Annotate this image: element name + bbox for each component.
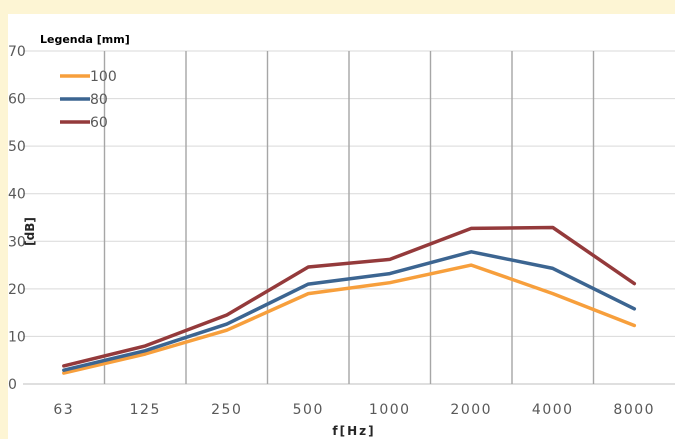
legend-title: Legenda [mm]: [40, 33, 130, 46]
y-tick-label: 10: [8, 329, 26, 345]
x-axis-title: f[Hz]: [332, 424, 375, 438]
x-tick-label: 2000: [450, 402, 492, 418]
y-tick-label: 0: [8, 377, 17, 393]
x-tick-label: 8000: [613, 402, 655, 418]
x-tick-label: 1000: [369, 402, 411, 418]
x-tick-label: 250: [211, 402, 242, 418]
y-tick-label: 60: [8, 92, 26, 108]
y-axis-title: [dB]: [23, 217, 37, 246]
x-tick-label: 125: [130, 402, 161, 418]
y-axis-tick-labels: 0 10 20 30 40 50 60 70: [8, 44, 26, 393]
legend: Legenda [mm] 100 80 60: [40, 33, 130, 131]
y-tick-label: 40: [8, 187, 26, 203]
series-line-60: [62, 225, 637, 368]
series-line-100: [62, 263, 637, 375]
legend-items: 100 80 60: [60, 69, 117, 131]
legend-label-80: 80: [90, 92, 108, 108]
x-axis-tick-labels: 63 125 250 500 1000 2000 4000 8000: [53, 402, 655, 418]
y-tick-label: 20: [8, 282, 26, 298]
chart-panel: 0 10 20 30 40 50 60 70 63 125 250 500 1000 2000 4000 8…: [8, 14, 675, 439]
x-tick-label: 500: [293, 402, 324, 418]
series-line-80: [62, 250, 637, 372]
y-tick-label: 50: [8, 139, 26, 155]
x-tick-label: 4000: [532, 402, 574, 418]
series-lines: [62, 225, 637, 375]
vertical-gridlines: [103, 51, 595, 384]
y-tick-label: 70: [8, 44, 26, 60]
x-tick-label: 63: [53, 402, 74, 418]
legend-label-60: 60: [90, 115, 108, 131]
y-tick-label: 30: [8, 234, 26, 250]
legend-label-100: 100: [90, 69, 117, 85]
line-chart: 0 10 20 30 40 50 60 70 63 125 250 500 1000 2000 4000 8…: [8, 33, 675, 438]
